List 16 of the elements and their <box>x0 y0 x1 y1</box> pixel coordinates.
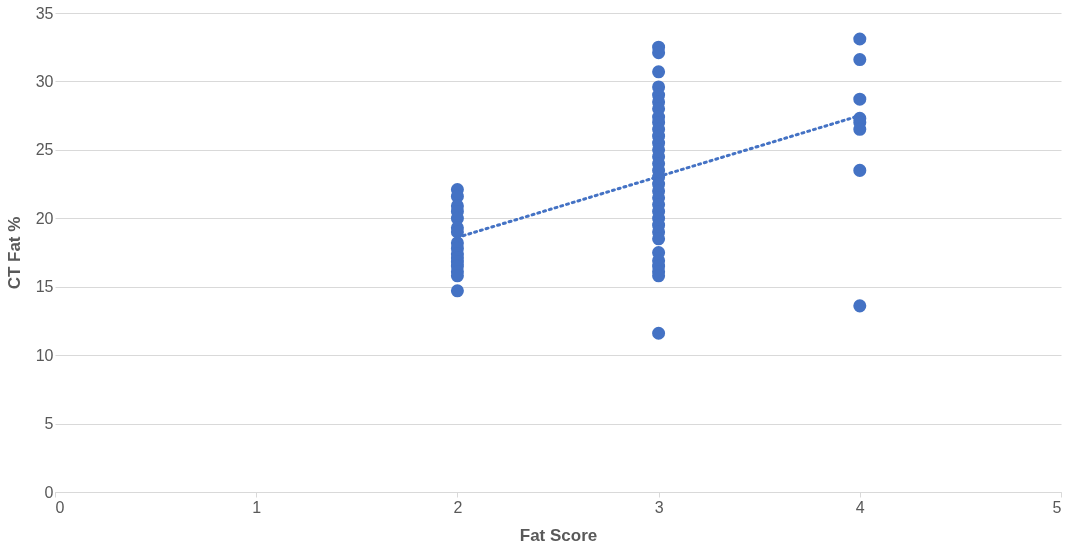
y-tick-label: 30 <box>35 72 54 90</box>
x-tick-label: 5 <box>1052 498 1062 516</box>
y-tick-label: 20 <box>35 209 54 227</box>
y-tick-label: 15 <box>35 278 54 296</box>
x-tick-label: 3 <box>654 498 664 516</box>
x-tick-label: 0 <box>55 498 65 516</box>
y-tick-label: 35 <box>35 4 54 22</box>
x-tick-label: 4 <box>855 498 865 516</box>
x-tick-label: 2 <box>453 498 463 516</box>
x-axis-title: Fat Score <box>519 525 598 545</box>
y-tick-label: 0 <box>44 483 54 501</box>
y-tick-label: 25 <box>35 141 54 159</box>
y-tick-label: 5 <box>44 415 54 433</box>
y-axis-title: CT Fat % <box>4 216 24 290</box>
x-tick-label: 1 <box>252 498 262 516</box>
y-tick-label: 10 <box>35 346 54 364</box>
